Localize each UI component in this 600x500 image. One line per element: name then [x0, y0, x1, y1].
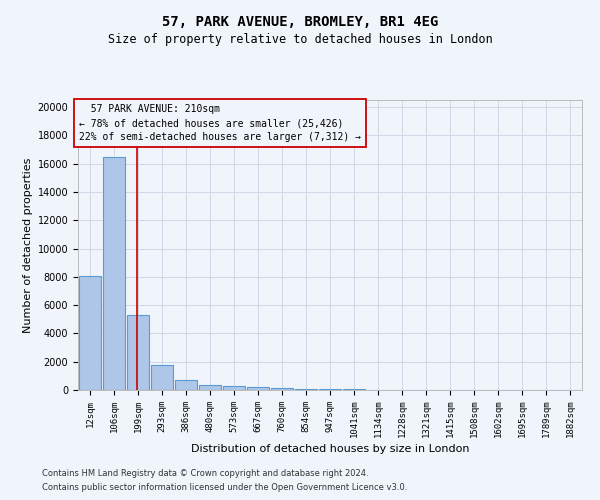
Text: Contains HM Land Registry data © Crown copyright and database right 2024.: Contains HM Land Registry data © Crown c… [42, 468, 368, 477]
Bar [175, 380, 197, 390]
Text: Contains public sector information licensed under the Open Government Licence v3: Contains public sector information licen… [42, 484, 407, 492]
Text: 57, PARK AVENUE, BROMLEY, BR1 4EG: 57, PARK AVENUE, BROMLEY, BR1 4EG [162, 15, 438, 29]
X-axis label: Distribution of detached houses by size in London: Distribution of detached houses by size … [191, 444, 469, 454]
Text: Size of property relative to detached houses in London: Size of property relative to detached ho… [107, 32, 493, 46]
Bar [79, 276, 101, 390]
Bar [151, 365, 173, 390]
Bar [247, 388, 269, 390]
Text: 57 PARK AVENUE: 210sqm
← 78% of detached houses are smaller (25,426)
22% of semi: 57 PARK AVENUE: 210sqm ← 78% of detached… [79, 104, 361, 142]
Bar [271, 388, 293, 390]
Bar [199, 385, 221, 390]
Bar [103, 156, 125, 390]
Y-axis label: Number of detached properties: Number of detached properties [23, 158, 34, 332]
Bar [295, 388, 317, 390]
Bar [223, 386, 245, 390]
Bar [319, 389, 341, 390]
Bar [127, 315, 149, 390]
